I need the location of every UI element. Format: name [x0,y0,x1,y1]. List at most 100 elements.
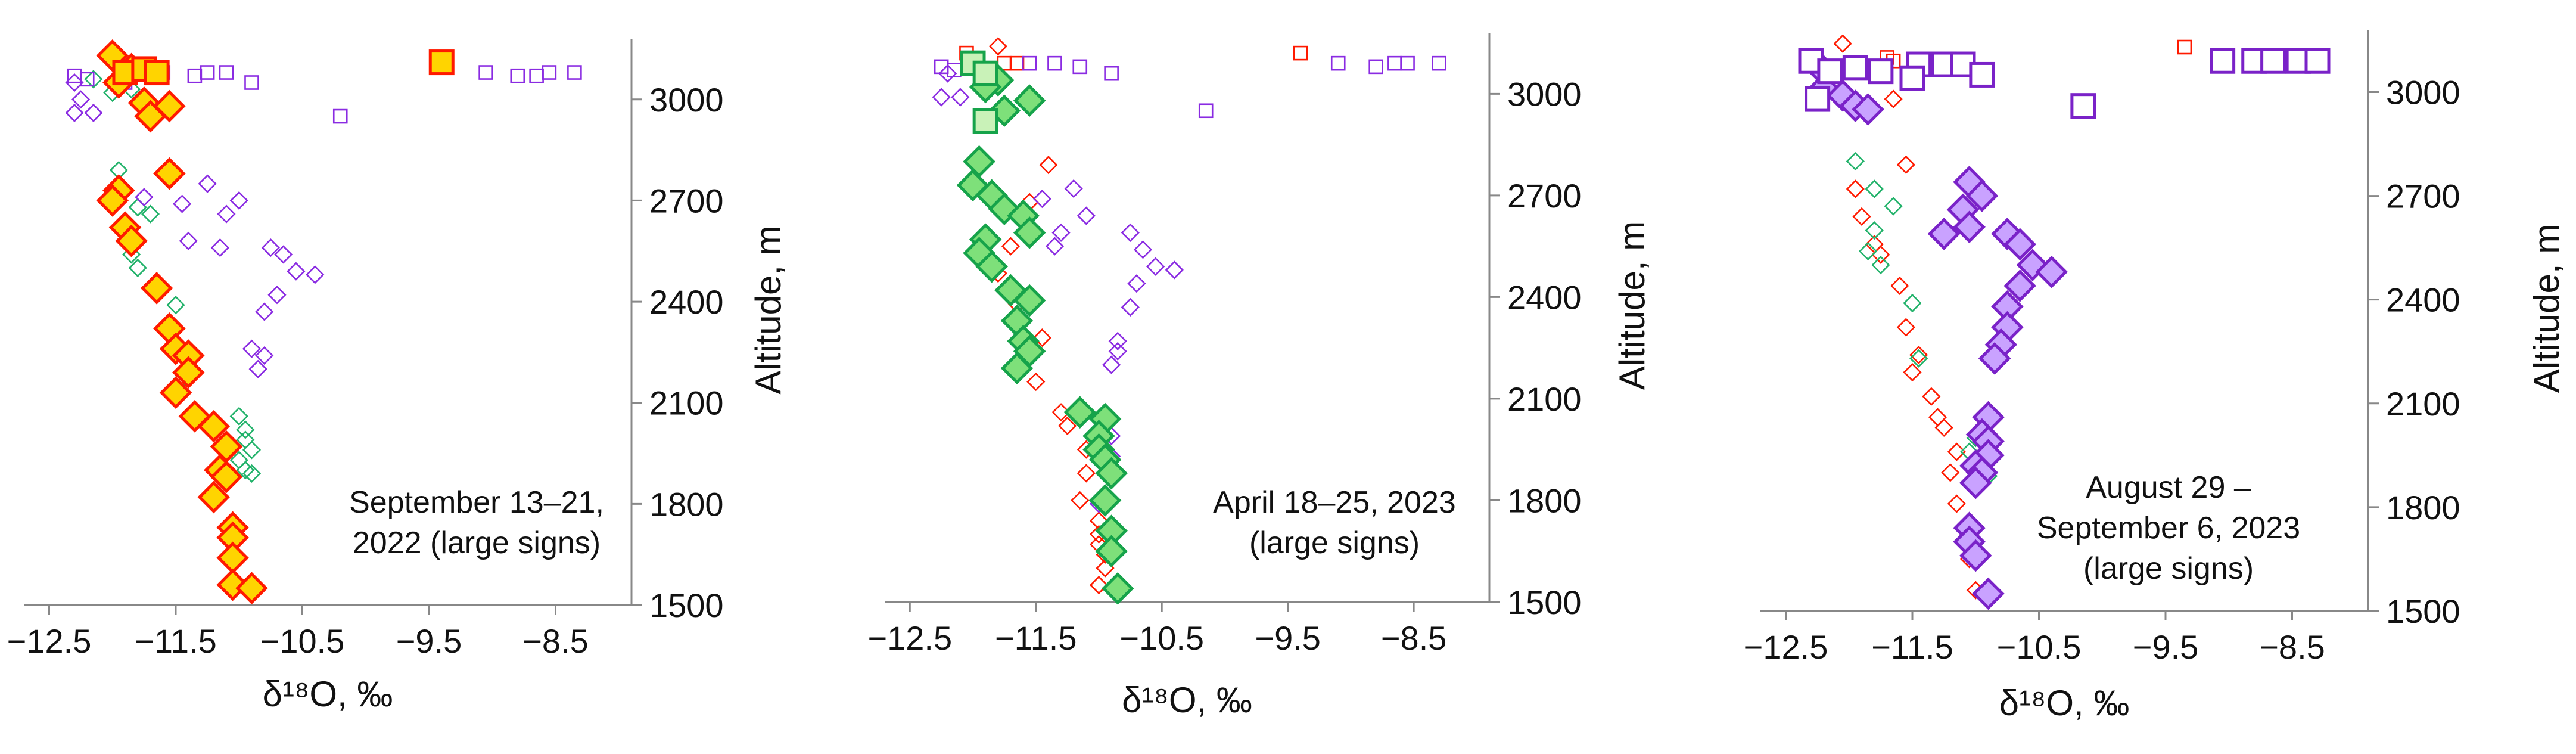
data-point-large-diamond [2003,269,2036,302]
data-point-small-diamond [287,262,306,281]
data-point-small-square [478,65,493,80]
y-tick-label: 3000 [2386,73,2460,111]
data-point-small-square [1330,55,1346,71]
data-point-small-diamond [1833,34,1852,53]
data-point-small-diamond [1903,362,1922,382]
x-tick-label: −12.5 [1744,628,1828,666]
x-tick-label: −11.5 [1871,628,1953,666]
x-axis-title: δ¹⁸O, ‰ [1999,683,2130,723]
y-tick-label: 1800 [649,485,724,523]
data-point-small-diamond [1903,293,1922,313]
y-tick-label: 2700 [649,182,724,219]
data-point-small-diamond [1865,179,1884,198]
data-point-large-square [1842,55,1868,81]
data-point-small-square [79,72,95,87]
data-point-small-square [529,68,544,83]
data-point-small-diamond [1077,206,1096,225]
data-point-small-square [2177,39,2192,55]
y-tick-label: 1500 [2386,592,2460,630]
data-point-large-diamond [1013,216,1046,249]
data-point-small-diamond [1846,151,1865,171]
data-point-small-diamond [236,420,255,439]
y-tick-label: 1800 [1507,482,1582,519]
data-point-small-diamond [951,88,970,107]
data-point-large-diamond [153,157,186,190]
data-point-small-diamond [1890,276,1909,296]
x-tick-label: −9.5 [2133,628,2199,666]
x-axis-title: δ¹⁸O, ‰ [263,674,393,714]
y-tick-label: 2100 [649,384,724,422]
y-tick-label: 1800 [2386,489,2460,526]
data-point-small-square [1387,55,1402,71]
data-point-small-diamond [1071,491,1090,510]
data-point-large-square [972,60,998,86]
data-point-small-diamond [210,238,229,257]
data-point-small-diamond [128,258,147,278]
data-point-large-diamond [1095,457,1128,490]
data-point-large-square [1868,58,1894,85]
data-point-small-diamond [938,64,957,83]
data-point-small-diamond [242,339,262,358]
data-point-small-diamond [932,88,951,107]
data-point-small-diamond [988,37,1007,56]
y-tick-label: 3000 [1507,75,1582,113]
data-point-small-diamond [166,296,185,315]
data-point-small-diamond [1064,179,1083,198]
data-point-large-square [2210,48,2236,74]
data-point-large-diamond [1959,466,1992,499]
panel-note: April 18–25, 2023 [1213,485,1456,520]
data-point-large-diamond [1972,577,2005,610]
panel-note: (large signs) [2083,551,2254,586]
data-point-small-diamond [65,103,84,122]
data-point-small-diamond [1127,274,1146,293]
x-tick-label: −11.5 [135,622,217,660]
data-point-small-diamond [255,346,274,365]
data-point-small-diamond [242,440,262,460]
data-point-large-square [1817,58,1843,85]
data-point-large-diamond [2003,228,2036,261]
x-tick-label: −11.5 [995,619,1077,657]
data-point-small-diamond [1941,463,1960,482]
data-point-small-diamond [1896,155,1915,174]
data-point-small-square [1047,55,1062,71]
data-point-small-diamond [242,464,262,483]
data-point-large-square [1899,65,1925,91]
data-point-large-diamond [216,541,249,575]
data-point-small-square [1072,59,1088,75]
x-tick-label: −12.5 [7,622,92,660]
x-tick-label: −12.5 [867,619,952,657]
data-point-large-diamond [1852,93,1884,126]
data-point-large-square [2260,48,2286,74]
data-point-small-diamond [173,194,192,213]
data-point-small-diamond [1089,575,1109,595]
data-point-large-diamond [172,356,205,389]
data-point-small-diamond [1947,442,1966,461]
data-point-large-diamond [1927,218,1961,250]
y-tick-label: 2100 [1507,380,1582,418]
data-point-small-square [1293,45,1308,61]
data-point-small-diamond [1865,221,1884,240]
data-point-small-square [1400,55,1415,71]
data-point-large-diamond [1959,539,1992,572]
data-point-large-square [428,49,455,76]
data-point-small-diamond [306,265,325,284]
data-point-large-diamond [975,250,1009,283]
data-point-small-diamond [1039,156,1058,175]
panel-note: (large signs) [1249,526,1420,560]
data-point-small-square [510,68,525,83]
data-point-small-diamond [1121,297,1140,317]
data-point-large-square [2304,48,2331,74]
x-tick-label: −8.5 [522,622,589,660]
data-point-large-diamond [1013,84,1046,117]
x-tick-label: −9.5 [396,622,462,660]
data-point-small-diamond [1934,418,1953,437]
data-point-large-diamond [2035,255,2068,288]
data-point-small-square [567,65,582,80]
data-point-small-diamond [1121,223,1140,242]
panel-august-september-2023: −12.5 −11.5 −10.5 −9.5 −8.5 1500 1800 2100 2400 2… [1744,30,2566,723]
data-point-small-diamond [84,70,103,89]
data-point-large-diamond [140,272,173,305]
data-point-large-diamond [1013,284,1046,317]
data-point-small-diamond [1859,241,1878,261]
data-point-small-square [332,108,348,124]
